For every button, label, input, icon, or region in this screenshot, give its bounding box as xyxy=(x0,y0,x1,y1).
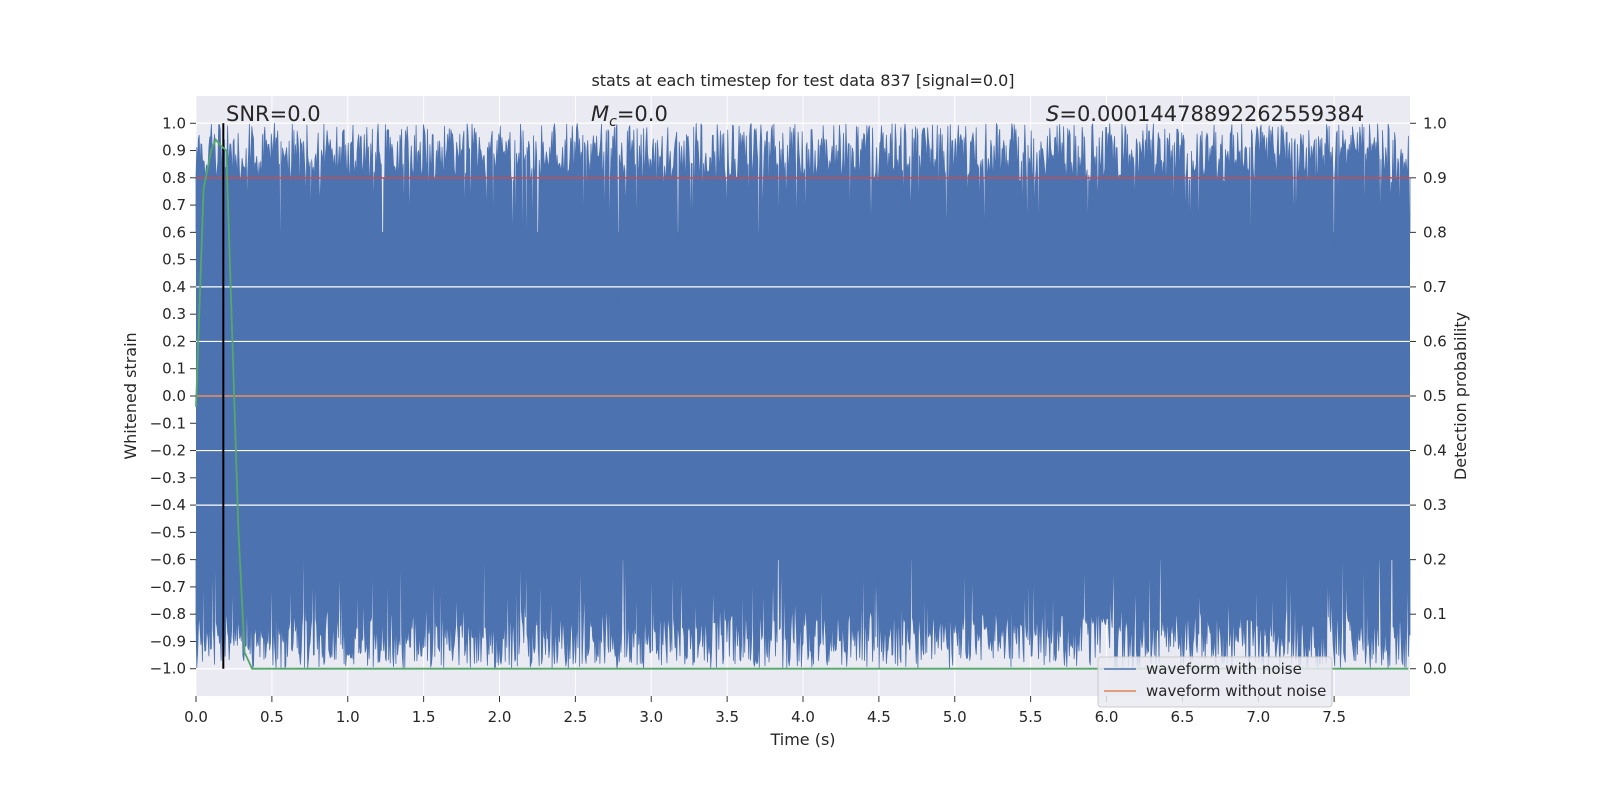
noise-upper-envelope xyxy=(195,123,1411,325)
y-tick-label: 0.2 xyxy=(162,332,186,350)
noise-lower-envelope xyxy=(195,479,1411,670)
y-tick-label: 0.6 xyxy=(162,223,186,241)
x-tick-label: 3.0 xyxy=(639,708,663,726)
y-right-tick-label: 0.4 xyxy=(1423,442,1447,460)
y-tick-label: −0.9 xyxy=(150,632,186,650)
y-axis-label: Whitened strain xyxy=(121,332,140,459)
x-tick-label: 0.0 xyxy=(184,708,208,726)
y-right-tick-label: 0.1 xyxy=(1423,605,1447,623)
x-tick-label: 3.5 xyxy=(715,708,739,726)
y-tick-label: −0.6 xyxy=(150,551,186,569)
y-tick-label: 0.0 xyxy=(162,387,186,405)
mc-subscript: c xyxy=(609,114,617,130)
y-right-tick-label: 0.3 xyxy=(1423,496,1447,514)
y-tick-label: −0.7 xyxy=(150,578,186,596)
x-tick-label: 1.5 xyxy=(412,708,436,726)
y-right-tick-label: 0.5 xyxy=(1423,387,1447,405)
y-tick-label: −0.5 xyxy=(150,523,186,541)
y-tick-label: −0.2 xyxy=(150,442,186,460)
x-tick-label: 4.5 xyxy=(867,708,891,726)
detection-probability-line xyxy=(195,137,1409,670)
y-right-tick-label: 1.0 xyxy=(1423,114,1447,132)
chirp-mass-annotation: Mc=0.0 xyxy=(591,102,668,130)
x-tick-label: 1.0 xyxy=(336,708,360,726)
x-tick-label: 4.0 xyxy=(791,708,815,726)
y-tick-label: 0.3 xyxy=(162,305,186,323)
x-tick-label: 7.0 xyxy=(1246,708,1270,726)
x-tick-label: 5.5 xyxy=(1019,708,1043,726)
snr-annotation: SNR=0.0 xyxy=(226,102,321,126)
legend-box xyxy=(1097,656,1333,708)
y-tick-label: −0.8 xyxy=(150,605,186,623)
x-tick-label: 6.0 xyxy=(1095,708,1119,726)
y-tick-label: 0.7 xyxy=(162,196,186,214)
y-tick-label: 0.5 xyxy=(162,251,186,269)
y-tick-label: 1.0 xyxy=(162,114,186,132)
x-tick-label: 6.5 xyxy=(1170,708,1194,726)
y-tick-label: −0.4 xyxy=(150,496,186,514)
chart-title: stats at each timestep for test data 837… xyxy=(591,71,1014,90)
y-right-tick-label: 0.0 xyxy=(1423,660,1447,678)
s-value: =0.00014478892262559384 xyxy=(1059,102,1364,126)
y-right-tick-label: 0.6 xyxy=(1423,332,1447,350)
y-tick-label: 0.1 xyxy=(162,360,186,378)
y-tick-label: 0.9 xyxy=(162,142,186,160)
x-axis-label: Time (s) xyxy=(769,730,835,749)
y-tick-label: −1.0 xyxy=(150,660,186,678)
s-symbol: S xyxy=(1046,102,1059,126)
y-tick-label: −0.3 xyxy=(150,469,186,487)
y-tick-label: 0.8 xyxy=(162,169,186,187)
legend: waveform with noise waveform without noi… xyxy=(1097,656,1333,708)
y-right-tick-label: 0.2 xyxy=(1423,551,1447,569)
x-tick-label: 2.0 xyxy=(488,708,512,726)
legend-label-clean: waveform without noise xyxy=(1146,682,1326,700)
legend-label-noise: waveform with noise xyxy=(1146,660,1302,678)
s-annotation: S=0.00014478892262559384 xyxy=(1046,102,1364,126)
x-tick-label: 2.5 xyxy=(563,708,587,726)
y-right-tick-label: 0.9 xyxy=(1423,169,1447,187)
x-tick-label: 5.0 xyxy=(943,708,967,726)
mc-value: =0.0 xyxy=(617,102,668,126)
y-right-tick-label: 0.8 xyxy=(1423,223,1447,241)
mc-symbol: M xyxy=(591,102,609,126)
x-tick-label: 7.5 xyxy=(1322,708,1346,726)
y-tick-label: 0.4 xyxy=(162,278,186,296)
ticks: 0.0 0.5 1.0 1.5 2.0 2.5 3.0 3.5 4.0 4.5 5.0 5.5 6.0 6… xyxy=(150,114,1447,726)
y-right-tick-label: 0.7 xyxy=(1423,278,1447,296)
series-lines xyxy=(195,123,1410,670)
y-tick-label: −0.1 xyxy=(150,414,186,432)
x-tick-label: 0.5 xyxy=(260,708,284,726)
y-axis-right-label: Detection probability xyxy=(1451,312,1470,480)
